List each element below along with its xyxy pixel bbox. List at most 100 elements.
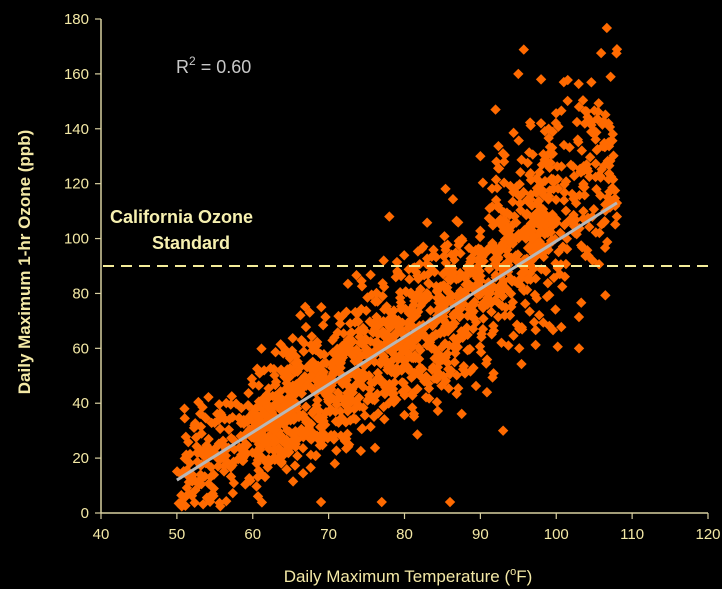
scatter-point (431, 350, 443, 362)
scatter-point (544, 212, 555, 223)
scatter-point (492, 200, 504, 211)
scatter-point (253, 435, 264, 446)
scatter-point (297, 409, 309, 420)
scatter-point (599, 141, 610, 153)
scatter-point (518, 44, 529, 55)
scatter-point (545, 157, 556, 168)
scatter-point (550, 117, 562, 129)
scatter-point (329, 458, 341, 469)
scatter-point (330, 354, 341, 365)
scatter-point (584, 171, 595, 182)
scatter-point (542, 227, 553, 239)
scatter-point (465, 366, 476, 377)
scatter-point (300, 401, 312, 412)
scatter-point (453, 304, 464, 315)
scatter-point (328, 368, 340, 379)
scatter-point (546, 142, 558, 153)
scatter-point (508, 127, 519, 139)
scatter-point (498, 207, 510, 218)
scatter-point (547, 126, 558, 138)
scatter-point-outlier (543, 123, 554, 134)
scatter-point (493, 311, 504, 323)
scatter-point (595, 190, 606, 201)
y-axis-ticks: 0 20 40 60 80 100 120 140 160 180 (64, 11, 101, 522)
scatter-point (402, 323, 414, 334)
scatter-point (282, 384, 293, 395)
scatter-point (290, 357, 301, 369)
scatter-point-outlier (535, 118, 547, 129)
scatter-point (598, 217, 609, 229)
scatter-point (297, 468, 309, 479)
scatter-point (538, 190, 550, 201)
scatter-point (434, 302, 446, 313)
scatter-point (379, 414, 390, 425)
scatter-point (399, 250, 410, 261)
scatter-point (452, 217, 464, 228)
scatter-point (392, 265, 403, 277)
scatter-point (403, 364, 414, 376)
scatter-point (560, 176, 572, 187)
scatter-point (514, 178, 525, 190)
scatter-point (602, 155, 613, 167)
scatter-point (408, 370, 419, 381)
scatter-point (195, 408, 206, 420)
scatter-point (316, 301, 327, 313)
scatter-point (252, 471, 264, 483)
scatter-point (488, 368, 499, 379)
scatter-point (431, 366, 442, 377)
scatter-point (525, 174, 537, 186)
scatter-point-outlier (573, 343, 585, 354)
scatter-point (268, 424, 279, 435)
scatter-point (555, 227, 566, 239)
scatter-point (532, 197, 543, 209)
scatter-point (242, 400, 254, 411)
scatter-point-outlier (179, 403, 190, 414)
scatter-point (418, 241, 429, 252)
scatter-point (555, 259, 567, 270)
scatter-point (296, 388, 307, 399)
scatter-point (558, 195, 570, 206)
scatter-point (356, 423, 367, 435)
scatter-point (221, 495, 232, 507)
scatter-point (460, 272, 471, 284)
standard-label-line2: Standard (152, 233, 230, 253)
scatter-point (549, 233, 561, 245)
scatter-point (275, 339, 286, 350)
scatter-point (552, 183, 564, 194)
scatter-point (514, 191, 525, 202)
scatter-point (467, 323, 479, 335)
scatter-point (528, 317, 540, 328)
scatter-point (361, 305, 372, 316)
scatter-point (595, 47, 607, 59)
scatter-point (251, 481, 262, 492)
scatter-point (355, 445, 366, 457)
x-tick-label: 110 (620, 526, 644, 543)
scatter-point (324, 406, 336, 418)
scatter-point-outlier (581, 159, 592, 170)
scatter-point (388, 305, 400, 316)
scatter-point (496, 337, 507, 348)
scatter-point (595, 172, 606, 183)
scatter-point (342, 334, 354, 345)
scatter-point (334, 318, 346, 329)
scatter-point (517, 284, 529, 295)
scatter-point (600, 290, 611, 301)
scatter-point (217, 438, 228, 450)
scatter-point (446, 249, 457, 260)
scatter-point (290, 441, 301, 453)
scatter-point (357, 324, 368, 335)
scatter-point (442, 357, 453, 369)
scatter-point (568, 209, 579, 221)
scatter-point (393, 322, 405, 333)
scatter-point (477, 323, 489, 335)
scatter-point (507, 297, 519, 308)
scatter-point (305, 339, 317, 351)
scatter-point (481, 358, 492, 369)
scatter-point (586, 77, 597, 88)
scatter-point (500, 302, 511, 313)
scatter-point (328, 434, 340, 445)
scatter-point (458, 325, 470, 337)
scatter-point (395, 304, 407, 315)
scatter-point (342, 428, 353, 440)
